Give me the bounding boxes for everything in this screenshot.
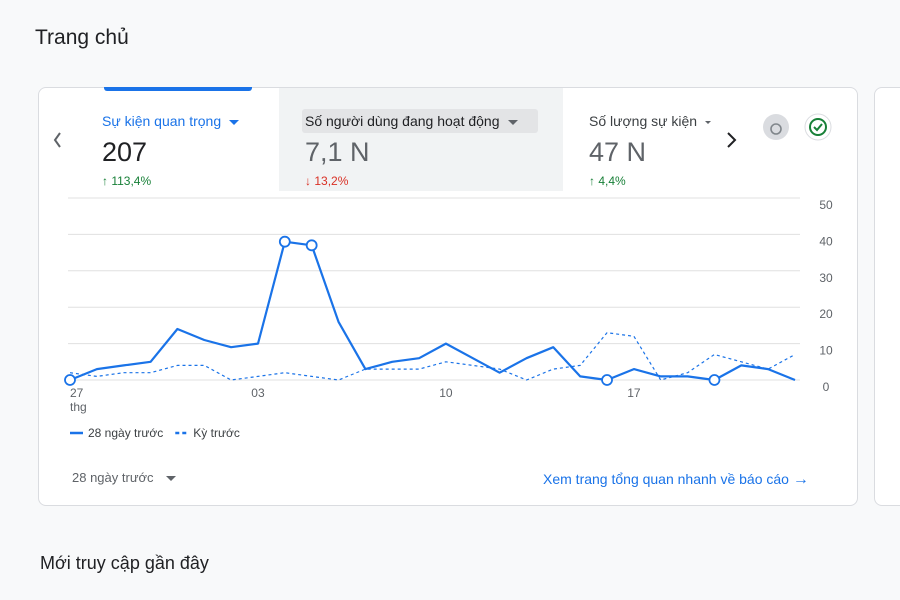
metric-value: 207 xyxy=(102,137,148,167)
legend-label: Kỳ trước xyxy=(193,426,240,440)
change-text: 113,4% xyxy=(111,174,152,188)
x-tick-label: 03 xyxy=(251,386,265,400)
metric-label-text: Số lượng sự kiện xyxy=(589,113,698,129)
change-arrow: ↓ xyxy=(305,174,311,188)
next-card xyxy=(874,87,900,506)
legend-label: 28 ngày trước xyxy=(88,426,163,440)
metric-value: 47 N xyxy=(589,137,647,167)
y-tick-label: 50 xyxy=(819,198,833,212)
change-arrow: ↑ xyxy=(589,174,595,188)
metric-dropdown[interactable] xyxy=(302,109,538,133)
date-range-select[interactable]: 28 ngày trước xyxy=(72,470,176,485)
status-icon-ring xyxy=(809,118,827,136)
series-line xyxy=(69,332,796,381)
y-tick-label: 10 xyxy=(819,344,833,358)
page-title: Trang chủ xyxy=(35,26,129,49)
x-tick-label-line: thg xyxy=(70,400,87,414)
status-icon-check xyxy=(813,123,823,132)
badge-icon-inner xyxy=(770,123,782,135)
x-tick-label: 27 thg xyxy=(70,386,87,414)
y-tick-label: 30 xyxy=(819,271,833,285)
metric-change: ↑ 113,4% xyxy=(102,174,151,188)
date-range-text: 28 ngày trước xyxy=(72,470,154,485)
metric-change: ↑ 4,4% xyxy=(589,174,626,188)
point-marker xyxy=(601,374,613,386)
x-tick-label-line: 27 xyxy=(70,386,84,400)
point-marker xyxy=(278,235,291,248)
metric-label[interactable]: Số người dùng đang hoạt động xyxy=(305,113,518,129)
x-tick-label-line: 10 xyxy=(439,386,453,400)
metric-change: ↓ 13,2% xyxy=(305,174,348,188)
change-text: 4,4% xyxy=(598,174,626,188)
metric-value: 7,1 N xyxy=(305,137,370,167)
prev-arrow[interactable] xyxy=(53,132,61,148)
metric-label-text: Sự kiện quan trọng xyxy=(102,113,222,129)
metric-label-text: Số người dùng đang hoạt động xyxy=(305,113,500,129)
x-tick-label: 10 xyxy=(439,386,453,400)
change-text: 13,2% xyxy=(314,174,349,188)
point-marker xyxy=(708,374,721,386)
series-line xyxy=(69,240,796,382)
badge-icon[interactable] xyxy=(763,114,789,140)
point-marker xyxy=(64,374,76,386)
x-tick-label-line: 17 xyxy=(627,386,641,400)
y-tick-label: 0 xyxy=(823,380,830,394)
summary-card xyxy=(38,87,858,506)
next-arrow[interactable] xyxy=(727,132,737,148)
y-tick-label: 40 xyxy=(819,234,833,248)
x-tick-label-line: 03 xyxy=(251,386,265,400)
report-link-text: Xem trang tổng quan nhanh về báo cáo xyxy=(543,471,789,487)
x-tick-label: 17 xyxy=(627,386,641,400)
metric-label[interactable]: Số lượng sự kiện xyxy=(589,113,712,129)
status-icon[interactable] xyxy=(804,113,832,141)
active-tab-indicator xyxy=(104,87,252,91)
section-title: Mới truy cập gần đây xyxy=(40,553,209,573)
tab-hover[interactable] xyxy=(279,88,563,191)
point-marker xyxy=(305,239,318,252)
report-link[interactable]: Xem trang tổng quan nhanh về báo cáo → xyxy=(543,471,809,488)
metric-label[interactable]: Sự kiện quan trọng xyxy=(102,113,240,129)
change-arrow: ↑ xyxy=(102,174,108,188)
y-tick-label: 20 xyxy=(819,307,833,321)
